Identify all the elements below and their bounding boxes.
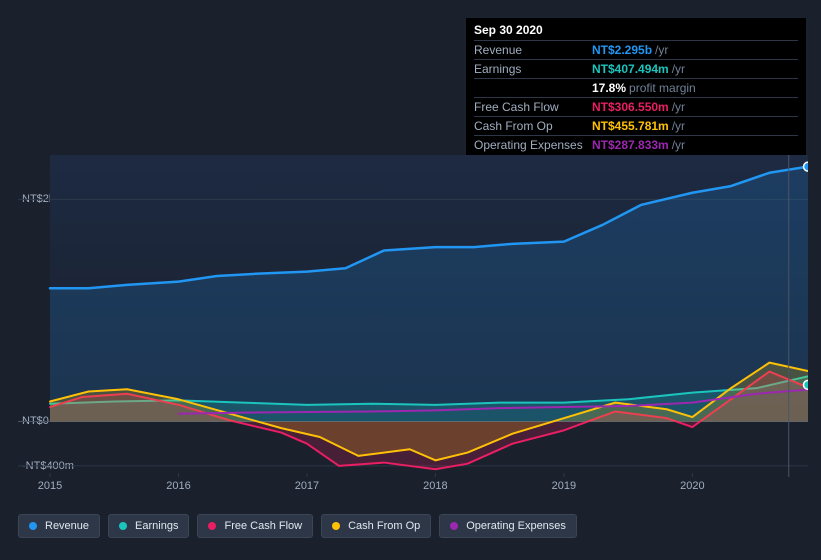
legend-label: Earnings: [135, 520, 178, 532]
tooltip-row-value: NT$306.550m: [592, 101, 669, 113]
tooltip-row-value: NT$2.295b: [592, 44, 652, 56]
legend-label: Cash From Op: [348, 520, 420, 532]
legend-item[interactable]: Revenue: [18, 514, 100, 538]
legend: Revenue Earnings Free Cash Flow Cash From O…: [18, 514, 577, 538]
tooltip-row-unit: /yr: [672, 139, 685, 151]
x-axis-label: 2020: [680, 480, 704, 492]
tooltip-row-label: Earnings: [474, 63, 592, 75]
tooltip-row-value: NT$455.781m: [592, 120, 669, 132]
tooltip-row-value: NT$287.833m: [592, 139, 669, 151]
tooltip-row-unit: /yr: [672, 63, 685, 75]
legend-label: Operating Expenses: [466, 520, 566, 532]
tooltip-row-value: NT$407.494m: [592, 63, 669, 75]
tooltip-date: Sep 30 2020: [474, 24, 798, 40]
tooltip-margin-value: 17.8%: [592, 82, 626, 94]
tooltip-row: Free Cash FlowNT$306.550m/yr: [474, 97, 798, 116]
x-axis-label: 2015: [38, 480, 62, 492]
x-axis-label: 2018: [423, 480, 447, 492]
legend-label: Free Cash Flow: [224, 520, 302, 532]
x-axis-label: 2019: [552, 480, 576, 492]
legend-item[interactable]: Free Cash Flow: [197, 514, 313, 538]
tooltip-row-label: Revenue: [474, 44, 592, 56]
tooltip-row: RevenueNT$2.295b/yr: [474, 40, 798, 59]
tooltip-row-label: Cash From Op: [474, 120, 592, 132]
tooltip-panel: Sep 30 2020 RevenueNT$2.295b/yrEarningsN…: [466, 18, 806, 158]
tooltip-row-label: Free Cash Flow: [474, 101, 592, 113]
legend-dot-icon: [208, 522, 216, 530]
tooltip-row: Cash From OpNT$455.781m/yr: [474, 116, 798, 135]
tooltip-row-unit: /yr: [655, 44, 668, 56]
legend-dot-icon: [332, 522, 340, 530]
legend-dot-icon: [119, 522, 127, 530]
legend-dot-icon: [29, 522, 37, 530]
legend-label: Revenue: [45, 520, 89, 532]
tooltip-row-unit: /yr: [672, 120, 685, 132]
chart-area[interactable]: NT$2bNT$0-NT$400m 2015201620172018201920…: [18, 155, 808, 485]
tooltip-row: EarningsNT$407.494m/yr: [474, 59, 798, 78]
x-axis-label: 2016: [166, 480, 190, 492]
legend-item[interactable]: Cash From Op: [321, 514, 431, 538]
tooltip-row: 17.8%profit margin: [474, 78, 798, 97]
tooltip-row-unit: /yr: [672, 101, 685, 113]
legend-item[interactable]: Earnings: [108, 514, 189, 538]
x-axis-label: 2017: [295, 480, 319, 492]
legend-item[interactable]: Operating Expenses: [439, 514, 577, 538]
tooltip-margin-label: profit margin: [629, 82, 696, 94]
tooltip-row-label: Operating Expenses: [474, 139, 592, 151]
legend-dot-icon: [450, 522, 458, 530]
tooltip-row: Operating ExpensesNT$287.833m/yr: [474, 135, 798, 154]
